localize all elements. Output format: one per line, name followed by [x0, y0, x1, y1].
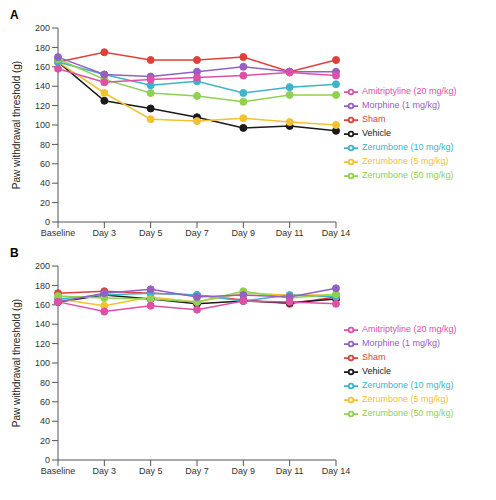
svg-text:Day 14: Day 14: [322, 228, 351, 238]
svg-text:Day 7: Day 7: [185, 466, 209, 476]
html-text:Zerumbone (50 mg/kg): Zerumbone (50 mg/kg): [362, 408, 454, 419]
svg-text:180: 180: [35, 43, 50, 53]
html-text:Amitriptyline (20 mg/kg): Amitriptyline (20 mg/kg): [362, 86, 457, 97]
svg-text:Day 14: Day 14: [322, 466, 351, 476]
svg-text:100: 100: [35, 120, 50, 130]
svg-text:40: 40: [40, 416, 50, 426]
svg-text:180: 180: [35, 281, 50, 291]
svg-text:Day 5: Day 5: [139, 228, 163, 238]
svg-text:40: 40: [40, 178, 50, 188]
svg-text:Day 7: Day 7: [185, 228, 209, 238]
svg-text:20: 20: [40, 198, 50, 208]
svg-text:160: 160: [35, 300, 50, 310]
svg-text:200: 200: [35, 23, 50, 33]
html-text:Sham: Sham: [362, 352, 386, 363]
svg-text:160: 160: [35, 62, 50, 72]
svg-text:20: 20: [40, 436, 50, 446]
svg-text:Day 3: Day 3: [93, 466, 117, 476]
html-text:Zerumbone (10 mg/kg): Zerumbone (10 mg/kg): [362, 380, 454, 391]
svg-text:80: 80: [40, 378, 50, 388]
svg-text:Day 3: Day 3: [93, 228, 117, 238]
svg-text:Day 11: Day 11: [276, 466, 304, 476]
svg-text:Baseline: Baseline: [41, 228, 76, 238]
svg-text:60: 60: [40, 159, 50, 169]
html-text:Zerumbone (10 mg/kg): Zerumbone (10 mg/kg): [362, 142, 454, 153]
svg-text:60: 60: [40, 397, 50, 407]
svg-text:Baseline: Baseline: [41, 466, 76, 476]
svg-text:Day 9: Day 9: [232, 466, 256, 476]
svg-text:0: 0: [45, 455, 50, 465]
html-text:Morphine (1 mg/kg): Morphine (1 mg/kg): [362, 100, 440, 111]
html-text:B: B: [10, 246, 19, 260]
html-text:Vehicle: Vehicle: [362, 128, 391, 139]
html-text:A: A: [10, 8, 19, 22]
svg-text:Paw withdrawal threshold (g): Paw withdrawal threshold (g): [11, 61, 22, 189]
svg-text:Day 11: Day 11: [276, 228, 304, 238]
svg-text:100: 100: [35, 358, 50, 368]
svg-text:Day 5: Day 5: [139, 466, 163, 476]
svg-text:140: 140: [35, 319, 50, 329]
svg-text:Day 9: Day 9: [232, 228, 256, 238]
html-text:Morphine (1 mg/kg): Morphine (1 mg/kg): [362, 338, 440, 349]
svg-text:120: 120: [35, 101, 50, 111]
svg-text:Paw withdrawal threshold (g): Paw withdrawal threshold (g): [11, 299, 22, 427]
html-text:Zerumbone (50 mg/kg): Zerumbone (50 mg/kg): [362, 170, 454, 181]
html-text:Zerumbone (5 mg/kg): Zerumbone (5 mg/kg): [362, 156, 449, 167]
html-text:Sham: Sham: [362, 114, 386, 125]
svg-text:120: 120: [35, 339, 50, 349]
svg-text:0: 0: [45, 217, 50, 227]
svg-text:80: 80: [40, 140, 50, 150]
svg-text:200: 200: [35, 261, 50, 271]
html-text:Zerumbone (5 mg/kg): Zerumbone (5 mg/kg): [362, 394, 449, 405]
svg-text:140: 140: [35, 81, 50, 91]
html-text:Amitriptyline (20 mg/kg): Amitriptyline (20 mg/kg): [362, 324, 457, 335]
html-text:Vehicle: Vehicle: [362, 366, 391, 377]
